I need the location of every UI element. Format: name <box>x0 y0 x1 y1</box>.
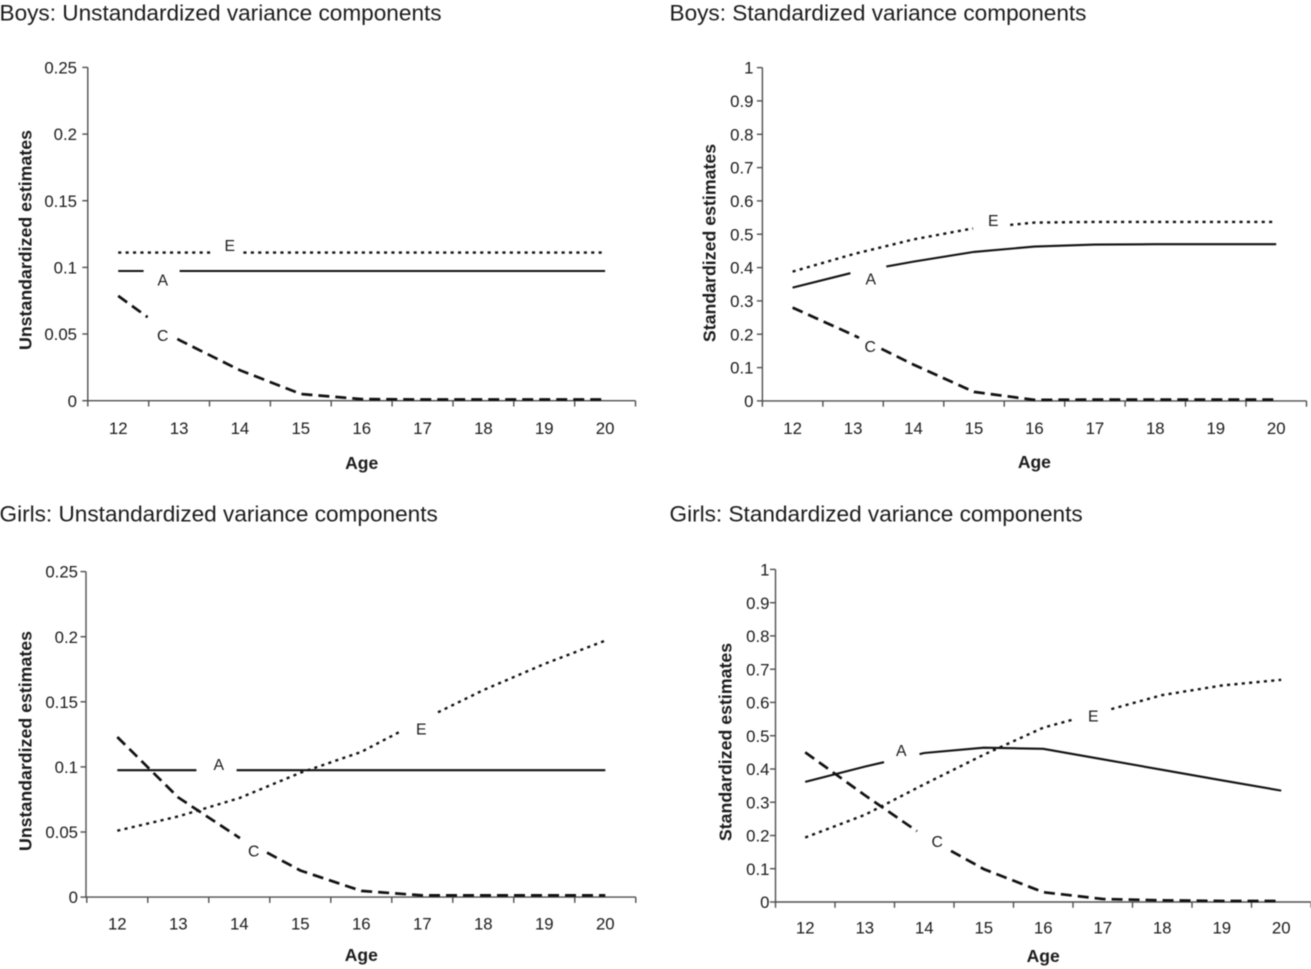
svg-text:15: 15 <box>291 915 310 934</box>
svg-text:0.5: 0.5 <box>730 225 753 244</box>
svg-text:16: 16 <box>352 915 371 934</box>
svg-text:0.2: 0.2 <box>55 628 78 647</box>
svg-text:Boys: Unstandardized variance: Boys: Unstandardized variance components <box>0 1 442 26</box>
svg-text:0.15: 0.15 <box>45 693 78 712</box>
svg-text:Unstandardized estimates: Unstandardized estimates <box>16 631 36 851</box>
svg-text:0.9: 0.9 <box>730 92 753 111</box>
svg-text:0: 0 <box>760 893 769 912</box>
svg-text:0: 0 <box>744 392 753 411</box>
svg-text:0.2: 0.2 <box>730 325 753 344</box>
svg-text:16: 16 <box>352 419 371 438</box>
svg-text:20: 20 <box>1267 419 1286 438</box>
svg-text:Standardized estimates: Standardized estimates <box>700 144 720 342</box>
svg-text:19: 19 <box>1212 919 1231 938</box>
svg-text:1: 1 <box>744 59 753 78</box>
svg-text:0.2: 0.2 <box>746 827 769 846</box>
svg-text:Unstandardized estimates: Unstandardized estimates <box>16 130 36 350</box>
svg-text:C: C <box>865 339 876 356</box>
svg-text:20: 20 <box>596 915 615 934</box>
svg-text:18: 18 <box>1153 919 1172 938</box>
svg-text:Girls: Standardized variance c: Girls: Standardized variance components <box>670 502 1083 527</box>
svg-text:0.7: 0.7 <box>730 159 753 178</box>
svg-text:C: C <box>248 844 259 861</box>
svg-text:15: 15 <box>965 419 984 438</box>
svg-text:Standardized estimates: Standardized estimates <box>716 643 736 841</box>
svg-text:E: E <box>988 213 999 230</box>
svg-text:0.3: 0.3 <box>730 292 753 311</box>
svg-text:E: E <box>1088 709 1099 726</box>
svg-text:Girls: Unstandardized variance: Girls: Unstandardized variance component… <box>0 502 438 527</box>
svg-text:0.9: 0.9 <box>746 594 769 613</box>
svg-text:A: A <box>866 271 877 288</box>
svg-text:19: 19 <box>535 915 554 934</box>
svg-text:0.1: 0.1 <box>55 758 78 777</box>
svg-text:A: A <box>214 757 225 774</box>
svg-text:0.2: 0.2 <box>54 125 77 144</box>
svg-text:20: 20 <box>596 419 615 438</box>
svg-text:15: 15 <box>974 919 993 938</box>
svg-text:C: C <box>932 834 943 851</box>
svg-text:0.8: 0.8 <box>746 627 769 646</box>
svg-text:C: C <box>157 328 168 345</box>
svg-text:17: 17 <box>1086 419 1105 438</box>
svg-text:0.25: 0.25 <box>45 563 78 582</box>
svg-text:0: 0 <box>69 888 78 907</box>
svg-text:Age: Age <box>345 453 378 473</box>
svg-text:Age: Age <box>1027 946 1060 966</box>
svg-text:Age: Age <box>345 945 378 965</box>
svg-text:0.15: 0.15 <box>44 192 77 211</box>
svg-text:19: 19 <box>1206 419 1225 438</box>
svg-text:0: 0 <box>68 392 77 411</box>
svg-text:12: 12 <box>109 419 128 438</box>
svg-text:12: 12 <box>783 419 802 438</box>
svg-text:E: E <box>225 238 236 255</box>
svg-text:0.8: 0.8 <box>730 125 753 144</box>
svg-text:0.1: 0.1 <box>730 359 753 378</box>
svg-text:0.6: 0.6 <box>746 694 769 713</box>
svg-text:14: 14 <box>915 919 934 938</box>
svg-text:12: 12 <box>108 915 127 934</box>
svg-text:0.05: 0.05 <box>45 823 78 842</box>
svg-text:0.25: 0.25 <box>44 59 77 78</box>
svg-text:A: A <box>158 272 169 289</box>
svg-text:14: 14 <box>230 915 249 934</box>
svg-text:18: 18 <box>1146 419 1165 438</box>
svg-text:17: 17 <box>413 915 432 934</box>
svg-text:14: 14 <box>904 419 923 438</box>
svg-text:20: 20 <box>1272 919 1291 938</box>
svg-text:Boys: Standardized variance co: Boys: Standardized variance components <box>670 1 1087 26</box>
svg-text:1: 1 <box>760 561 769 580</box>
svg-text:13: 13 <box>855 919 874 938</box>
svg-text:15: 15 <box>291 419 310 438</box>
svg-text:18: 18 <box>474 419 493 438</box>
svg-text:18: 18 <box>474 915 493 934</box>
svg-text:14: 14 <box>231 419 250 438</box>
svg-text:16: 16 <box>1025 419 1044 438</box>
svg-text:12: 12 <box>796 919 815 938</box>
svg-text:0.7: 0.7 <box>746 660 769 679</box>
svg-text:0.05: 0.05 <box>44 325 77 344</box>
svg-text:13: 13 <box>170 419 189 438</box>
svg-text:17: 17 <box>1093 919 1112 938</box>
svg-text:E: E <box>416 722 427 739</box>
svg-text:0.3: 0.3 <box>746 793 769 812</box>
svg-text:0.6: 0.6 <box>730 192 753 211</box>
svg-text:0.5: 0.5 <box>746 727 769 746</box>
svg-text:17: 17 <box>413 419 432 438</box>
svg-text:A: A <box>896 743 907 760</box>
svg-text:Age: Age <box>1018 452 1051 472</box>
svg-text:0.1: 0.1 <box>746 860 769 879</box>
svg-text:0.4: 0.4 <box>730 259 753 278</box>
svg-text:13: 13 <box>169 915 188 934</box>
svg-text:19: 19 <box>535 419 554 438</box>
svg-text:13: 13 <box>844 419 863 438</box>
svg-text:0.1: 0.1 <box>54 259 77 278</box>
svg-text:0.4: 0.4 <box>746 760 769 779</box>
svg-text:16: 16 <box>1034 919 1053 938</box>
